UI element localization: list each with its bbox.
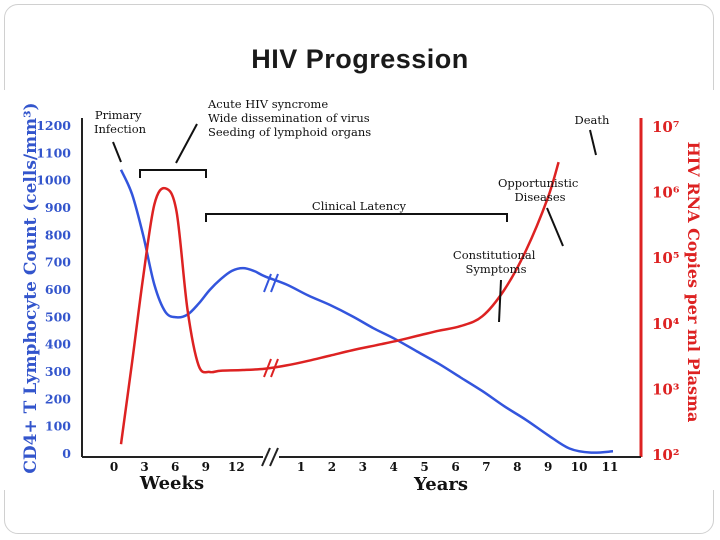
slide-frame xyxy=(4,4,714,534)
right-tick-label: 10⁷ xyxy=(652,118,679,136)
x-tick-label-week: 12 xyxy=(228,460,245,474)
x-tick-label-year: 5 xyxy=(420,460,428,474)
latency-bracket xyxy=(205,213,508,222)
pointer-death xyxy=(589,129,597,156)
x-tick-label-year: 6 xyxy=(451,460,459,474)
x-tick-label-year: 10 xyxy=(571,460,588,474)
weeks-label: Weeks xyxy=(139,473,204,494)
left-tick-label: 400 xyxy=(45,337,71,352)
x-tick-label-week: 6 xyxy=(171,460,179,474)
annotation-primary-infection: Primary Infection xyxy=(94,108,147,136)
left-tick-label: 100 xyxy=(45,419,71,434)
right-axis-label: HIV RNA Copies per ml Plasma xyxy=(684,142,703,423)
x-tick-label-week: 0 xyxy=(110,460,118,474)
left-tick-label: 1000 xyxy=(36,173,71,188)
right-tick-label: 10⁶ xyxy=(652,184,680,202)
left-tick-label: 1200 xyxy=(36,118,71,133)
left-tick-label: 200 xyxy=(45,391,71,406)
x-axis-break-mark xyxy=(261,447,271,467)
annotation-clinical-latency: Clinical Latency xyxy=(312,199,407,213)
series-line-hiv-rna xyxy=(119,161,560,445)
frame-gap-right xyxy=(710,90,716,490)
slide-title: HIV Progression xyxy=(251,44,469,74)
rna-break xyxy=(263,358,279,378)
x-axis-break-mark xyxy=(269,447,279,467)
annotation-acute-hiv: Acute HIV syncrome Wide dissemination of… xyxy=(207,97,373,139)
right-tick-label: 10⁴ xyxy=(652,315,680,333)
annotation-constitutional-symptoms: Constitutional Symptoms xyxy=(453,248,539,276)
x-tick-label-year: 7 xyxy=(482,460,490,474)
right-tick-label: 10³ xyxy=(652,380,679,398)
frame-gap-left xyxy=(4,90,8,490)
left-tick-label: 600 xyxy=(45,282,71,297)
left-axis-label: CD4+ T Lymphocyte Count (cells/mm³) xyxy=(21,102,41,473)
left-tick-label: 0 xyxy=(62,446,71,461)
right-tick-label: 10² xyxy=(652,446,679,464)
years-label: Years xyxy=(413,474,468,495)
right-tick-label: 10⁵ xyxy=(652,249,679,267)
annotation-opportunistic-diseases: Opportunistic Diseases xyxy=(498,176,582,204)
x-tick-label-week: 3 xyxy=(140,460,148,474)
annotation-death: Death xyxy=(575,113,611,127)
left-tick-label: 800 xyxy=(45,227,71,242)
left-tick-label: 1100 xyxy=(36,145,71,160)
x-tick-label-year: 8 xyxy=(513,460,521,474)
cd4-break xyxy=(263,273,279,293)
series-line-cd4 xyxy=(119,169,614,454)
pointer-primary xyxy=(112,141,122,163)
left-tick-label: 300 xyxy=(45,364,71,379)
x-tick-label-week: 9 xyxy=(202,460,210,474)
left-tick-label: 700 xyxy=(45,255,71,270)
pointer-constitutional xyxy=(498,279,502,323)
left-tick-label: 900 xyxy=(45,200,71,215)
left-tick-label: 500 xyxy=(45,309,71,324)
x-tick-label-year: 2 xyxy=(328,460,336,474)
pointer-acute xyxy=(175,123,198,164)
x-tick-label-year: 4 xyxy=(390,460,398,474)
acute-bracket xyxy=(139,169,207,178)
pointer-opportunistic xyxy=(546,207,564,247)
x-tick-label-year: 3 xyxy=(359,460,367,474)
x-tick-label-year: 9 xyxy=(544,460,552,474)
x-tick-label-year: 11 xyxy=(602,460,619,474)
x-tick-label-year: 1 xyxy=(297,460,305,474)
